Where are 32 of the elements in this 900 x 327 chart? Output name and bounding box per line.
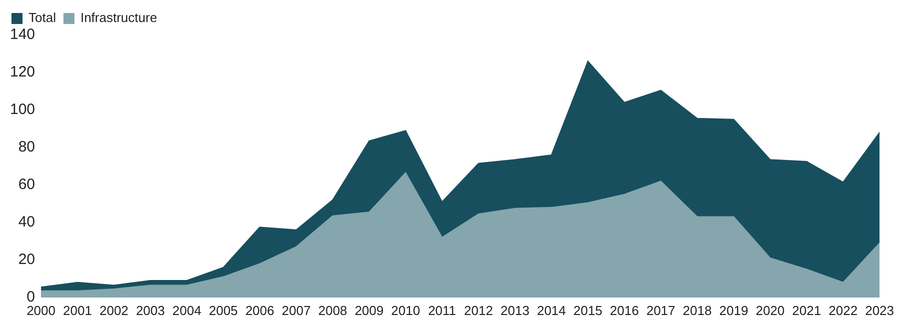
x-tick-label: 2001: [63, 302, 92, 318]
x-tick-label: 2014: [536, 302, 566, 318]
x-tick-label: 2020: [756, 302, 785, 318]
y-tick-label: 120: [10, 64, 36, 81]
x-tick-label: 2005: [208, 302, 238, 318]
y-tick-label: 40: [18, 214, 36, 231]
legend-label: Total: [28, 10, 56, 26]
x-tick-label: 2023: [865, 302, 894, 318]
x-tick-label: 2013: [500, 302, 530, 318]
x-tick-label: 2015: [573, 302, 602, 318]
x-tick-label: 2012: [464, 302, 493, 318]
x-tick-label: 2010: [391, 302, 420, 318]
y-tick-label: 60: [18, 176, 36, 194]
y-tick-label: 80: [18, 138, 36, 156]
x-tick-label: 2002: [99, 302, 128, 318]
x-tick-label: 2006: [245, 302, 274, 318]
x-tick-label: 2009: [354, 302, 384, 318]
x-tick-label: 2019: [719, 302, 748, 318]
y-tick-label: 100: [10, 101, 36, 118]
x-tick-label: 2022: [828, 302, 858, 318]
y-tick-label: 20: [18, 251, 36, 268]
x-tick-label: 2017: [646, 302, 676, 318]
x-tick-label: 2007: [282, 302, 311, 318]
legend-label: Infrastructure: [80, 10, 158, 26]
x-tick-label: 2011: [428, 302, 456, 318]
x-tick-label: 2008: [318, 302, 348, 318]
x-tick-label: 2004: [172, 302, 202, 318]
x-tick-label: 2021: [792, 302, 822, 318]
x-tick-label: 2003: [136, 302, 165, 318]
x-tick-label: 2018: [682, 302, 712, 318]
y-tick-label: 140: [10, 26, 36, 44]
x-tick-label: 2016: [610, 302, 639, 318]
